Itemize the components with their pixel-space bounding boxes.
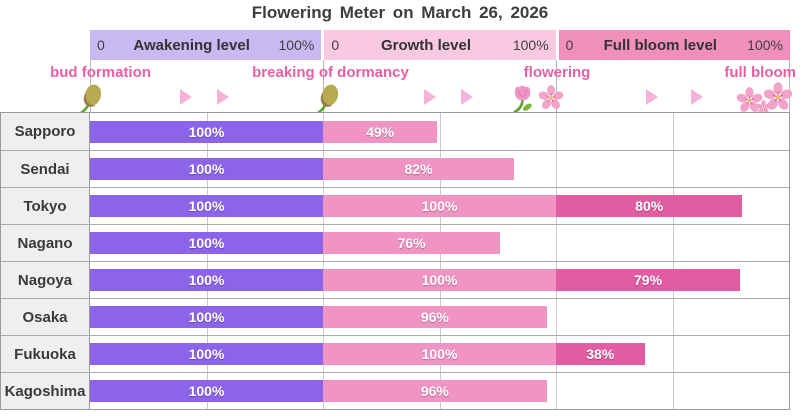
bar-segment-awakening: 100% [90, 380, 323, 402]
bar-region: 100% 82% [90, 151, 789, 187]
arrow-icon [461, 89, 473, 105]
gridline [556, 299, 557, 335]
page-title: Flowering Meter on March 26, 2026 [251, 3, 549, 22]
scale-min: 0 [97, 37, 105, 53]
city-label: Nagano [1, 225, 90, 261]
gridline [439, 113, 441, 150]
arrow-icon [217, 89, 229, 105]
scale-awakening: 0 Awakening level 100% [90, 30, 322, 60]
table-row: Kagoshima 100% 96% [1, 372, 789, 409]
scale-min: 0 [331, 37, 340, 53]
bar-segment-growth: 100% [323, 343, 556, 365]
table-row: Nagano 100% 76% [1, 224, 789, 261]
scale-growth: 0 Growth level 100% [324, 30, 556, 60]
bar-segment-awakening: 100% [90, 269, 323, 291]
scale-min: 0 [565, 37, 574, 53]
bar-segment-growth: 96% [323, 380, 547, 402]
bar-segment-awakening: 100% [90, 120, 323, 143]
gridline [556, 151, 557, 187]
gridline [672, 373, 674, 409]
bar-region: 100% 49% [90, 113, 789, 150]
city-label: Osaka [1, 299, 90, 335]
table-row: Osaka 100% 96% [1, 298, 789, 335]
gridline [672, 336, 674, 372]
tulip-icon [509, 84, 536, 113]
bar-segment-awakening: 100% [90, 158, 323, 180]
bar-region: 100% 100% 80% [90, 188, 789, 224]
arrow-icon [424, 89, 436, 105]
scale-label: Growth level [380, 36, 471, 54]
city-label: Nagoya [1, 262, 90, 298]
bar-region: 100% 96% [90, 373, 789, 409]
bar-segment-full: 38% [556, 343, 645, 365]
bar-segment-growth: 49% [323, 120, 438, 143]
stage-label-breaking-of-dormancy: breaking of dormancy [252, 64, 409, 81]
stage-boundary-tick [556, 60, 557, 112]
table-row: Sapporo 100% 49% [1, 113, 789, 150]
bar-segment-full: 80% [556, 195, 743, 217]
bar-region: 100% 96% [90, 299, 789, 335]
scale-fullbloom: 0 Full bloom level 100% [558, 30, 790, 60]
city-label: Sendai [1, 151, 90, 187]
stage-boundary-tick [789, 60, 790, 112]
arrow-icon [180, 89, 192, 105]
scale-max: 100% [512, 37, 549, 53]
scale-max: 100% [278, 37, 315, 53]
stage-label-bud-formation: bud formation [50, 64, 151, 81]
city-label: Sapporo [1, 113, 90, 150]
bar-segment-awakening: 100% [90, 195, 323, 217]
scale-band: 0 Awakening level 100% 0 Growth level 10… [90, 30, 790, 60]
table-row: Tokyo 100% 100% 80% [1, 187, 789, 224]
city-progress-table: Sapporo 100% 49% Sendai 100% 82% Tokyo 100% 100%… [0, 112, 790, 410]
gridline [672, 113, 674, 150]
table-row: Fukuoka 100% 100% 38% [1, 335, 789, 372]
gridline [556, 113, 557, 150]
gridline [556, 373, 557, 409]
arrow-icon [691, 89, 703, 105]
gridline [672, 299, 674, 335]
bud-icon [78, 84, 106, 114]
bar-region: 100% 100% 79% [90, 262, 789, 298]
stage-boundary-tick [323, 60, 324, 112]
table-row: Nagoya 100% 100% 79% [1, 261, 789, 298]
stage-label-full-bloom: full bloom [724, 64, 796, 81]
bar-segment-awakening: 100% [90, 343, 323, 365]
arrow-icon [646, 89, 658, 105]
bar-segment-awakening: 100% [90, 306, 323, 328]
bar-region: 100% 100% 38% [90, 336, 789, 372]
gridline [672, 225, 674, 261]
bud-icon [315, 84, 343, 114]
bar-region: 100% 76% [90, 225, 789, 261]
bar-segment-growth: 76% [323, 232, 501, 254]
bar-segment-growth: 100% [323, 195, 556, 217]
city-label: Kagoshima [1, 373, 90, 409]
gridline [672, 151, 674, 187]
scale-max: 100% [747, 37, 783, 53]
scale-label: Full bloom level [603, 36, 717, 54]
gridline [556, 225, 557, 261]
city-label: Tokyo [1, 188, 90, 224]
table-row: Sendai 100% 82% [1, 150, 789, 187]
bar-segment-growth: 96% [323, 306, 547, 328]
cherry-blossom-icon [538, 85, 564, 111]
scale-label: Awakening level [133, 36, 250, 54]
stage-label-flowering: flowering [523, 64, 591, 81]
bar-segment-growth: 100% [323, 269, 556, 291]
bar-segment-growth: 82% [323, 158, 515, 180]
city-label: Fukuoka [1, 336, 90, 372]
bar-segment-awakening: 100% [90, 232, 323, 254]
bar-segment-full: 79% [556, 269, 741, 291]
